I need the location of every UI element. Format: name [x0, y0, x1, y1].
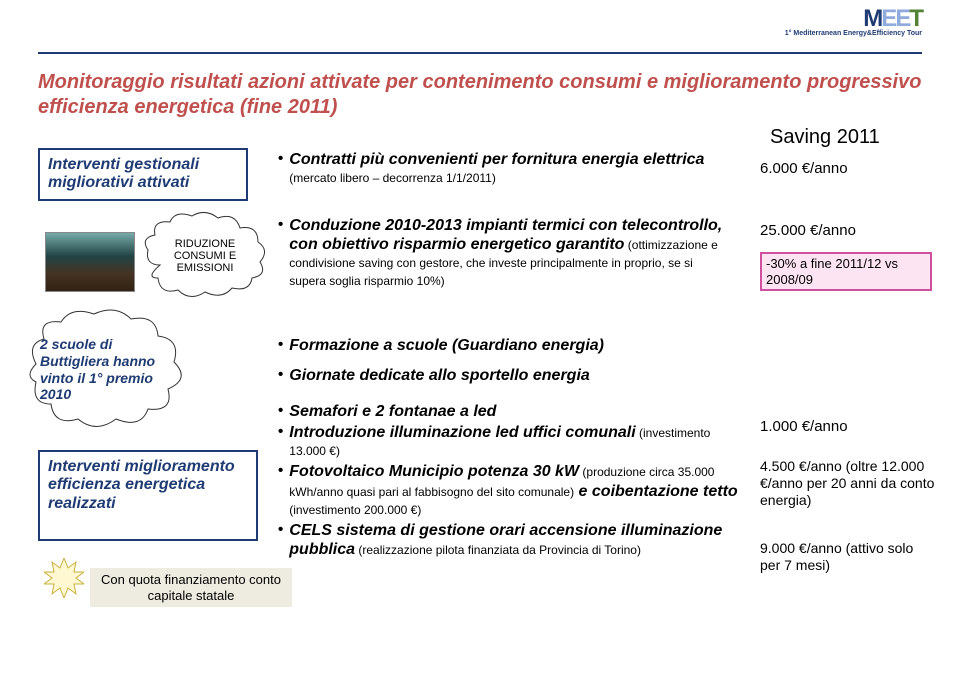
callout-premio: 2 scuole di Buttigliera hanno vinto il 1… — [38, 332, 158, 407]
row5-3d: (investimento 200.000 €) — [289, 503, 421, 517]
row-interventi-list: Semafori e 2 fontanae a led Introduzione… — [278, 402, 738, 561]
photo-placeholder — [45, 232, 135, 292]
logo: MEET 1° Mediterranean Energy&Efficiency … — [785, 8, 922, 37]
logo-text: MEET — [785, 8, 922, 30]
cloud-riduzione: RIDUZIONE CONSUMI E EMISSIONI — [150, 220, 260, 292]
row5-3a: Fotovoltaico Municipio potenza 30 kW — [289, 463, 579, 480]
callout-text: 2 scuole di Buttigliera hanno vinto il 1… — [38, 332, 158, 407]
cloud-label: RIDUZIONE CONSUMI E EMISSIONI — [150, 220, 260, 292]
row-contratti: Contratti più convenienti per fornitura … — [278, 150, 728, 189]
saving-3: -30% a fine 2011/12 vs 2008/09 — [760, 252, 935, 291]
box-interventi-realizzati: Interventi miglioramento efficienza ener… — [38, 450, 258, 541]
header-divider — [38, 52, 922, 54]
row5-4b: (realizzazione pilota finanziata da Prov… — [355, 543, 641, 557]
saving-7: 9.000 €/anno (attivo solo per 7 mesi) — [760, 540, 935, 574]
starburst-icon — [44, 558, 84, 598]
row3-lead: Formazione a scuole (Guardiano energia) — [289, 337, 604, 354]
saving-5: 1.000 €/anno — [760, 418, 935, 436]
row1-lead: Contratti più convenienti per fornitura … — [289, 151, 704, 168]
row5-1: Semafori e 2 fontanae a led — [289, 403, 496, 420]
row5-2a: Introduzione illuminazione led uffici co… — [289, 424, 635, 441]
logo-subtitle: 1° Mediterranean Energy&Efficiency Tour — [785, 30, 922, 37]
page-title: Monitoraggio risultati azioni attivate p… — [38, 70, 922, 120]
saving-title: Saving 2011 — [770, 126, 880, 149]
row1-detail: (mercato libero – decorrenza 1/1/2011) — [289, 171, 496, 185]
row-conduzione: Conduzione 2010-2013 impianti termici co… — [278, 216, 728, 292]
row5-3c: e coibentazione tetto — [574, 483, 738, 500]
row-giornate: Giornate dedicate allo sportello energia — [278, 366, 728, 387]
saving-1: 6.000 €/anno — [760, 160, 935, 178]
saving-2: 25.000 €/anno — [760, 222, 935, 240]
finance-label: Con quota finanziamento conto capitale s… — [90, 568, 292, 607]
saving-3-box: -30% a fine 2011/12 vs 2008/09 — [760, 252, 932, 291]
saving-6: 4.500 €/anno (oltre 12.000 €/anno per 20… — [760, 458, 935, 508]
row-formazione: Formazione a scuole (Guardiano energia) — [278, 336, 728, 357]
box-interventi-gestionali: Interventi gestionali migliorativi attiv… — [38, 148, 248, 201]
row4-lead: Giornate dedicate allo sportello energia — [289, 367, 590, 384]
